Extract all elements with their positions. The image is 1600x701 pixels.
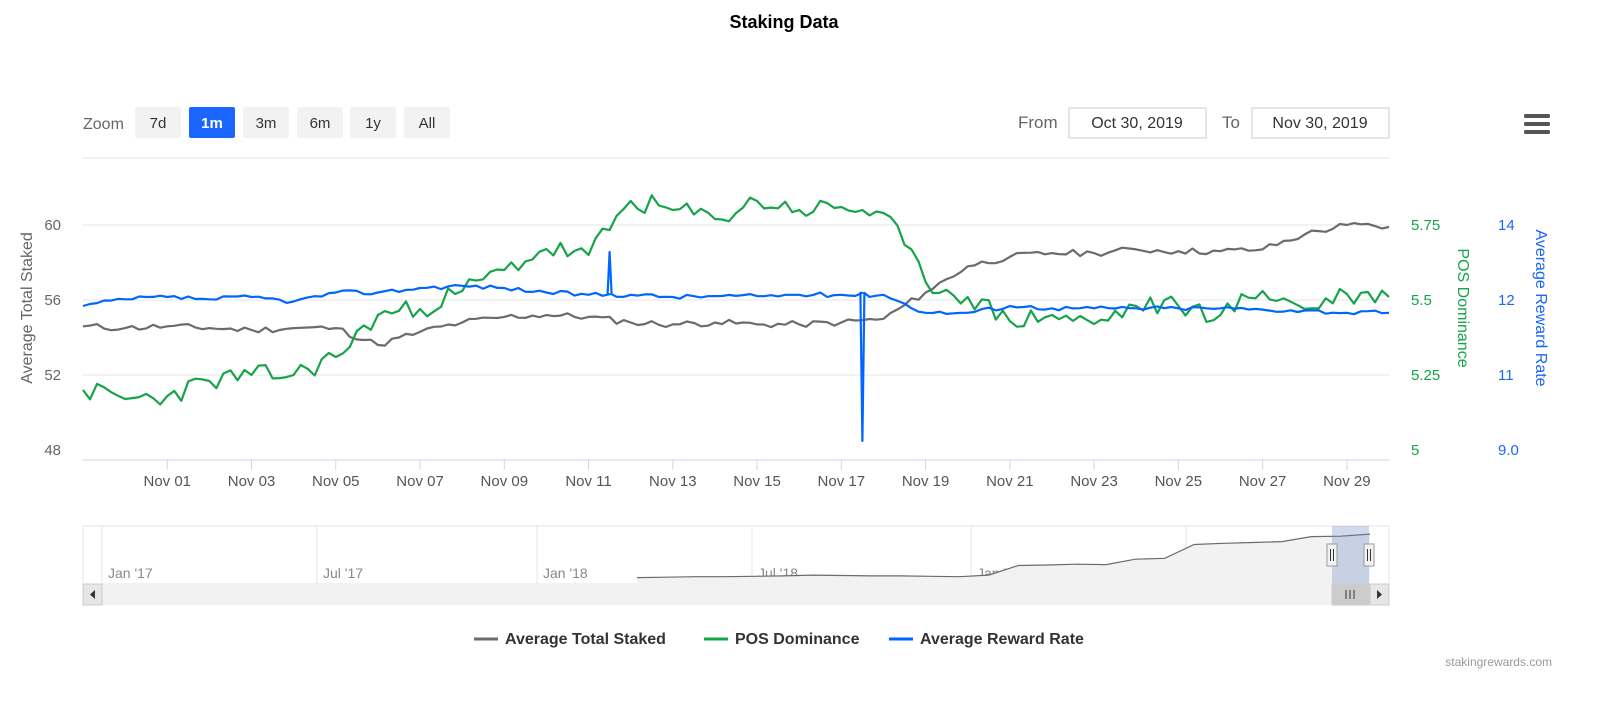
navigator-tick-label: Jul '17 (323, 565, 363, 581)
x-tick-label: Nov 19 (902, 473, 950, 490)
zoom-button-group: 7d 1m 3m 6m 1y All (135, 107, 450, 138)
right1-axis-tick: 5.5 (1411, 292, 1432, 309)
legend-label: POS Dominance (735, 631, 860, 648)
legend-item-blue[interactable]: Average Reward Rate (889, 631, 1084, 648)
zoom-button-label: 7d (150, 115, 167, 132)
from-date-value: Oct 30, 2019 (1091, 115, 1183, 132)
x-tick-label: Nov 09 (481, 473, 529, 490)
right2-axis-tick: 14 (1498, 217, 1515, 234)
navigator-line (636, 533, 1371, 579)
legend-label: Average Reward Rate (920, 631, 1084, 648)
series-line-green (82, 194, 1390, 406)
right2-axis-tick: 12 (1498, 292, 1515, 309)
zoom-button-1m[interactable]: 1m (189, 107, 235, 138)
zoom-button-label: All (419, 115, 436, 132)
left-axis-tick: 60 (44, 217, 61, 234)
navigator-selection[interactable] (1332, 526, 1369, 584)
navigator-tick-label: Jan '17 (108, 565, 153, 581)
y-axes: 60 56 52 48 5.75 5.5 5.25 5 14 12 11 9.0 Average Tot… (19, 217, 1549, 459)
navigator-handle-left[interactable] (1326, 543, 1338, 567)
series-line-gray (82, 222, 1390, 347)
right2-axis-tick: 9.0 (1498, 442, 1519, 459)
from-date-input[interactable]: Oct 30, 2019 (1068, 107, 1207, 139)
zoom-button-6m[interactable]: 6m (297, 107, 343, 138)
to-date-value: Nov 30, 2019 (1272, 115, 1367, 132)
to-label: To (1222, 113, 1240, 132)
right2-axis-title: Average Reward Rate (1532, 229, 1549, 386)
zoom-label: Zoom (83, 116, 124, 133)
navigator-tick-label: Jan '18 (543, 565, 588, 581)
zoom-button-label: 1y (365, 115, 381, 132)
series-line-blue (82, 250, 1390, 443)
legend-item-green[interactable]: POS Dominance (704, 631, 860, 648)
gridlines (83, 157, 1389, 376)
left-axis-title: Average Total Staked (19, 232, 36, 384)
x-tick-label: Nov 27 (1239, 473, 1287, 490)
zoom-button-label: 1m (201, 115, 223, 132)
zoom-button-label: 3m (256, 115, 277, 132)
series-lines (82, 194, 1390, 443)
from-label: From (1018, 113, 1058, 132)
zoom-button-7d[interactable]: 7d (135, 107, 181, 138)
right2-axis-tick: 11 (1498, 367, 1514, 384)
zoom-button-all[interactable]: All (404, 107, 450, 138)
zoom-button-label: 6m (310, 115, 331, 132)
x-tick-label: Nov 17 (818, 473, 866, 490)
x-tick-label: Nov 25 (1155, 473, 1203, 490)
credits-link[interactable]: stakingrewards.com (1445, 655, 1552, 669)
menu-icon[interactable] (1524, 114, 1550, 134)
right1-axis-tick: 5.25 (1411, 367, 1440, 384)
x-tick-label: Nov 07 (396, 473, 444, 490)
left-axis-tick: 48 (44, 442, 61, 459)
zoom-button-1y[interactable]: 1y (350, 107, 396, 138)
x-tick-label: Nov 05 (312, 473, 360, 490)
x-tick-label: Nov 01 (143, 473, 191, 490)
x-tick-label: Nov 03 (228, 473, 276, 490)
to-date-input[interactable]: Nov 30, 2019 (1251, 107, 1390, 139)
chevron-right-icon (1377, 590, 1382, 599)
zoom-button-3m[interactable]: 3m (243, 107, 289, 138)
chevron-left-icon (90, 590, 95, 599)
left-axis-tick: 52 (44, 367, 61, 384)
x-tick-label: Nov 23 (1070, 473, 1118, 490)
x-tick-label: Nov 11 (565, 473, 611, 490)
x-tick-label: Nov 21 (986, 473, 1034, 490)
scrollbar-thumb[interactable] (1331, 583, 1370, 606)
x-tick-label: Nov 29 (1323, 473, 1371, 490)
x-tick-label: Nov 15 (733, 473, 781, 490)
scrollbar-right-arrow-button[interactable] (1369, 583, 1390, 606)
scrollbar-track[interactable] (83, 584, 1389, 605)
x-axis: Nov 01 Nov 03 Nov 05 Nov 07 Nov 09 Nov 11 Nov … (83, 459, 1389, 490)
scrollbar-left-arrow-button[interactable] (82, 583, 103, 606)
x-tick-label: Nov 13 (649, 473, 697, 490)
navigator-handle-right[interactable] (1363, 543, 1375, 567)
left-axis-tick: 56 (44, 292, 61, 309)
legend-item-gray[interactable]: Average Total Staked (474, 631, 666, 648)
right1-axis-title: POS Dominance (1454, 248, 1471, 367)
navigator-area (637, 534, 1370, 584)
legend-label: Average Total Staked (505, 631, 666, 648)
right1-axis-tick: 5 (1411, 442, 1419, 459)
chart-title: Staking Data (729, 12, 839, 32)
legend: Average Total Staked POS Dominance Average… (474, 631, 1084, 648)
right1-axis-tick: 5.75 (1411, 217, 1440, 234)
